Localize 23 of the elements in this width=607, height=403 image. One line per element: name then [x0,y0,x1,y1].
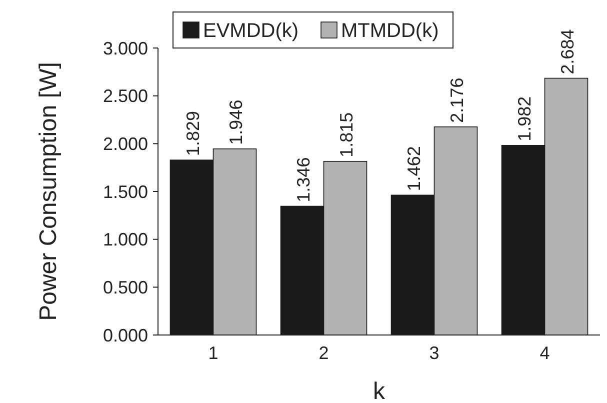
y-axis-title: Power Consumption [W] [35,62,62,321]
y-tick-label: 0.000 [102,325,148,346]
x-tick-label: 4 [540,343,550,363]
y-tick-label: 1.500 [102,182,148,202]
x-tick-label: 2 [318,343,329,363]
data-label: 1.982 [514,96,534,142]
y-tick-label: 1.000 [102,230,148,250]
y-tick-label: 0.500 [102,277,148,298]
data-label: 1.346 [293,157,314,202]
data-label: 1.815 [336,112,356,158]
data-label: 1.829 [182,110,203,156]
y-tick-label: 2.000 [102,134,148,154]
legend-label: MTMDD(k) [341,20,439,42]
data-label: 1.946 [226,100,246,145]
x-axis-title: k [373,378,386,403]
data-label: 2.176 [446,78,467,123]
data-label: 1.462 [404,146,424,192]
x-tick-label: 1 [208,343,218,363]
legend-label: EVMDD(k) [203,20,299,42]
x-tick-label: 3 [429,343,440,363]
data-label: 2.684 [557,29,578,74]
y-tick-label: 3.000 [102,38,148,58]
y-tick-label: 2.500 [102,86,148,106]
